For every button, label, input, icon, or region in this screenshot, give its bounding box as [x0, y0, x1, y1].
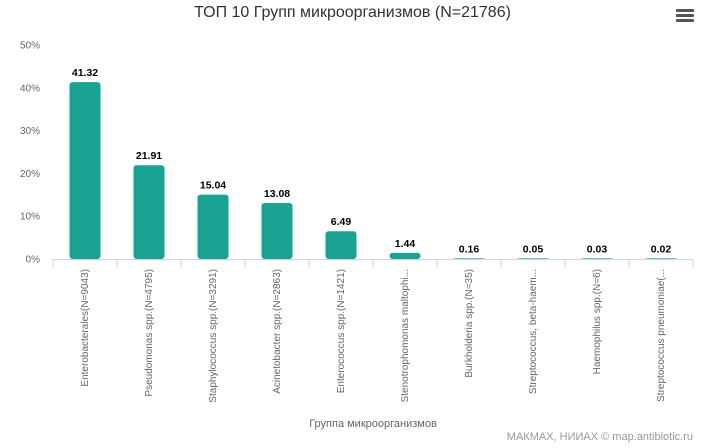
x-tick-label: Streptococcus pneumoniae(...	[656, 269, 667, 402]
data-label: 0.03	[587, 243, 608, 255]
y-tick-label: 0%	[26, 255, 41, 266]
bar[interactable]	[69, 82, 101, 260]
x-axis: Enterobacterales(N=9043) Pseudomonas spp.…	[52, 259, 694, 403]
bar[interactable]	[197, 194, 229, 259]
bar[interactable]	[517, 258, 549, 259]
data-label: 41.32	[72, 67, 98, 79]
data-label: 0.05	[523, 243, 544, 255]
bar[interactable]	[261, 203, 293, 259]
data-label: 13.08	[264, 188, 290, 200]
y-tick-label: 20%	[20, 169, 40, 180]
data-label: 6.49	[331, 216, 352, 228]
data-label: 21.91	[136, 150, 162, 162]
y-tick-label: 50%	[20, 41, 40, 52]
hamburger-menu-icon	[676, 9, 694, 12]
x-tick-label: Acinetobacter spp.(N=2863)	[272, 269, 283, 394]
chart-menu-button[interactable]	[676, 9, 694, 25]
data-label: 0.16	[459, 243, 480, 255]
bar[interactable]	[453, 258, 485, 259]
y-tick-label: 10%	[20, 212, 40, 223]
data-label: 15.04	[200, 180, 226, 192]
x-tick-label: Pseudomonas spp.(N=4795)	[144, 269, 155, 397]
bar[interactable]	[325, 231, 357, 259]
credits-link[interactable]: МАКМАХ, НИИАХ © map.antibiotic.ru	[506, 431, 693, 443]
bar[interactable]	[645, 258, 677, 259]
x-tick-label: Streptococcus, beta-haem...	[528, 269, 539, 394]
bar[interactable]	[581, 258, 613, 259]
bars	[69, 82, 677, 260]
x-tick-label: Staphylococcus spp.(N=3291)	[208, 269, 219, 403]
data-labels: 41.32 21.91 15.04 13.08 6.49 1.44 0.16 0.05 0.03…	[72, 67, 672, 255]
data-label: 1.44	[395, 238, 416, 250]
x-tick-label: Haemophilus spp.(N=6)	[592, 269, 603, 374]
y-axis: 0% 10% 20% 30% 40% 50%	[20, 41, 40, 266]
x-tick-label: Burkholderia spp.(N=35)	[464, 269, 475, 378]
bar[interactable]	[389, 252, 421, 259]
bar[interactable]	[133, 165, 165, 259]
x-tick-label: Stenotrophomonas maltophi...	[400, 269, 411, 402]
y-tick-label: 30%	[20, 126, 40, 137]
x-axis-title: Группа микроорганизмов	[309, 418, 437, 430]
y-tick-label: 40%	[20, 83, 40, 94]
chart-title: ТОП 10 Групп микроорганизмов (N=21786)	[194, 4, 511, 21]
data-label: 0.02	[651, 243, 672, 255]
x-tick-label: Enterobacterales(N=9043)	[80, 269, 91, 387]
x-tick-label: Enterococcus spp.(N=1421)	[336, 269, 347, 393]
